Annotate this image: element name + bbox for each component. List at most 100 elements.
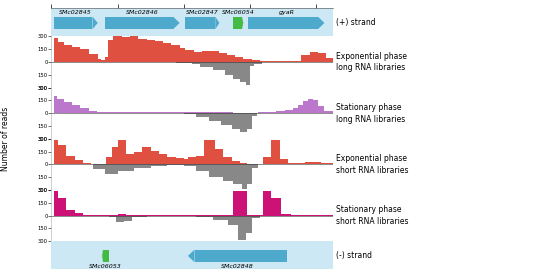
Polygon shape bbox=[175, 62, 192, 63]
Polygon shape bbox=[75, 160, 83, 164]
Polygon shape bbox=[246, 62, 250, 85]
Polygon shape bbox=[228, 215, 237, 225]
Polygon shape bbox=[192, 62, 200, 64]
Bar bbox=[103, 250, 109, 262]
Polygon shape bbox=[246, 215, 253, 233]
Polygon shape bbox=[276, 111, 285, 113]
Polygon shape bbox=[58, 145, 67, 164]
Polygon shape bbox=[285, 110, 293, 113]
Polygon shape bbox=[276, 61, 285, 62]
Polygon shape bbox=[171, 45, 180, 62]
Text: SMc02845: SMc02845 bbox=[60, 10, 92, 15]
Bar bbox=[248, 17, 318, 29]
Polygon shape bbox=[58, 199, 67, 215]
Polygon shape bbox=[252, 113, 256, 116]
Polygon shape bbox=[108, 40, 114, 62]
Polygon shape bbox=[221, 113, 232, 125]
Text: SMc02847: SMc02847 bbox=[186, 10, 219, 15]
Polygon shape bbox=[240, 163, 247, 164]
Text: gyaR: gyaR bbox=[279, 10, 294, 15]
Text: (+) strand: (+) strand bbox=[335, 18, 375, 27]
Bar bbox=[233, 17, 242, 29]
Polygon shape bbox=[237, 215, 246, 240]
Polygon shape bbox=[186, 50, 194, 62]
Polygon shape bbox=[114, 36, 122, 62]
Polygon shape bbox=[180, 48, 186, 62]
Text: Exponential phase
short RNA libraries: Exponential phase short RNA libraries bbox=[335, 154, 408, 175]
Polygon shape bbox=[163, 43, 171, 62]
Polygon shape bbox=[89, 110, 97, 113]
Polygon shape bbox=[89, 54, 98, 62]
Text: SMc06053: SMc06053 bbox=[89, 264, 122, 270]
Polygon shape bbox=[272, 140, 280, 164]
Polygon shape bbox=[308, 100, 313, 113]
Polygon shape bbox=[233, 62, 240, 79]
Polygon shape bbox=[200, 62, 213, 67]
Text: Number of reads: Number of reads bbox=[1, 107, 10, 171]
Polygon shape bbox=[93, 17, 98, 29]
Polygon shape bbox=[285, 61, 293, 62]
Polygon shape bbox=[293, 61, 301, 62]
Polygon shape bbox=[133, 215, 147, 217]
Polygon shape bbox=[204, 140, 215, 164]
Polygon shape bbox=[102, 250, 103, 262]
Text: Exponential phase
long RNA libraries: Exponential phase long RNA libraries bbox=[335, 51, 406, 72]
Polygon shape bbox=[252, 164, 258, 168]
Polygon shape bbox=[196, 156, 204, 164]
Text: Stationary phase
short RNA libraries: Stationary phase short RNA libraries bbox=[335, 205, 408, 226]
Text: (-) strand: (-) strand bbox=[335, 251, 372, 260]
Polygon shape bbox=[134, 152, 142, 164]
Polygon shape bbox=[213, 215, 228, 220]
Polygon shape bbox=[209, 164, 223, 177]
Bar bbox=[105, 17, 173, 29]
Polygon shape bbox=[142, 147, 151, 164]
Polygon shape bbox=[134, 164, 151, 168]
Polygon shape bbox=[219, 53, 227, 62]
Polygon shape bbox=[159, 154, 167, 164]
Polygon shape bbox=[247, 113, 252, 129]
Polygon shape bbox=[138, 39, 147, 62]
Polygon shape bbox=[215, 149, 223, 164]
Polygon shape bbox=[54, 96, 57, 113]
Polygon shape bbox=[117, 214, 126, 215]
Text: SMc02848: SMc02848 bbox=[221, 264, 254, 270]
Polygon shape bbox=[293, 107, 298, 113]
Polygon shape bbox=[313, 162, 321, 164]
Polygon shape bbox=[242, 17, 243, 29]
Polygon shape bbox=[288, 163, 296, 164]
Polygon shape bbox=[72, 106, 81, 113]
Polygon shape bbox=[124, 215, 133, 221]
Polygon shape bbox=[93, 164, 105, 169]
Polygon shape bbox=[235, 57, 243, 62]
Polygon shape bbox=[258, 112, 268, 113]
Polygon shape bbox=[72, 47, 81, 62]
Polygon shape bbox=[184, 159, 188, 164]
Bar bbox=[195, 250, 287, 262]
Polygon shape bbox=[227, 55, 235, 62]
Polygon shape bbox=[175, 158, 184, 164]
Polygon shape bbox=[105, 164, 117, 174]
Polygon shape bbox=[167, 157, 175, 164]
Polygon shape bbox=[184, 164, 196, 166]
Polygon shape bbox=[109, 215, 116, 217]
Polygon shape bbox=[223, 157, 232, 164]
Polygon shape bbox=[272, 199, 281, 215]
Polygon shape bbox=[318, 17, 325, 29]
Polygon shape bbox=[112, 147, 117, 164]
Polygon shape bbox=[81, 109, 89, 113]
Polygon shape bbox=[305, 162, 313, 164]
Polygon shape bbox=[210, 51, 219, 62]
Polygon shape bbox=[268, 112, 276, 113]
Polygon shape bbox=[240, 113, 247, 132]
Polygon shape bbox=[81, 49, 89, 62]
Polygon shape bbox=[303, 101, 308, 113]
Polygon shape bbox=[117, 140, 126, 164]
Polygon shape bbox=[54, 38, 58, 62]
Polygon shape bbox=[213, 62, 225, 70]
Polygon shape bbox=[263, 157, 272, 164]
Polygon shape bbox=[101, 60, 105, 62]
Polygon shape bbox=[64, 102, 72, 113]
Polygon shape bbox=[243, 58, 252, 62]
Polygon shape bbox=[54, 140, 58, 164]
Polygon shape bbox=[242, 191, 247, 215]
